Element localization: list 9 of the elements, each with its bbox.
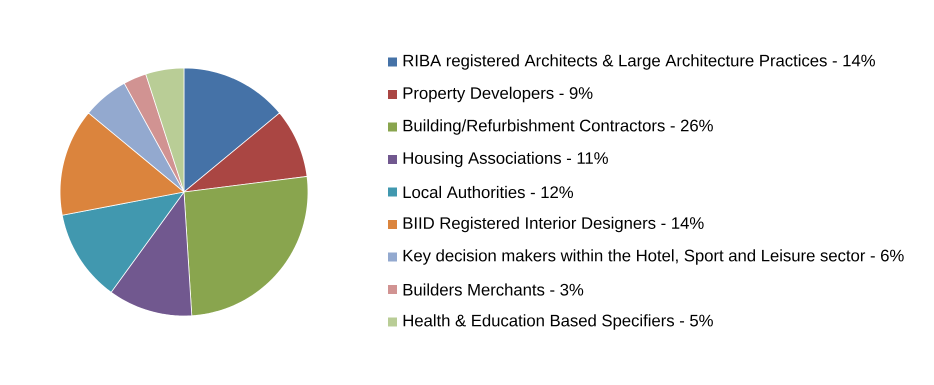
legend-label: Local Authorities - 12% (404, 186, 574, 198)
legend-label: Key decision makers within the Hotel, Sport and Leisure sector - 6% (404, 249, 904, 265)
legend-label: BIID Registered Interior Designers - 14% (404, 216, 704, 232)
legend-label: Builders Merchants - 3% (404, 283, 584, 296)
legend-label: Health & Education Based Specifiers - 5% (404, 314, 713, 330)
legend-label: Building/Refurbishment Contractors - 26% (404, 119, 713, 135)
legend-label: Housing Associations - 11% (404, 152, 608, 168)
legend-label: RIBA registered Architects & Large Architecture Practices - 14% (404, 54, 875, 70)
legend-label: Property Developers - 9% (404, 86, 592, 102)
